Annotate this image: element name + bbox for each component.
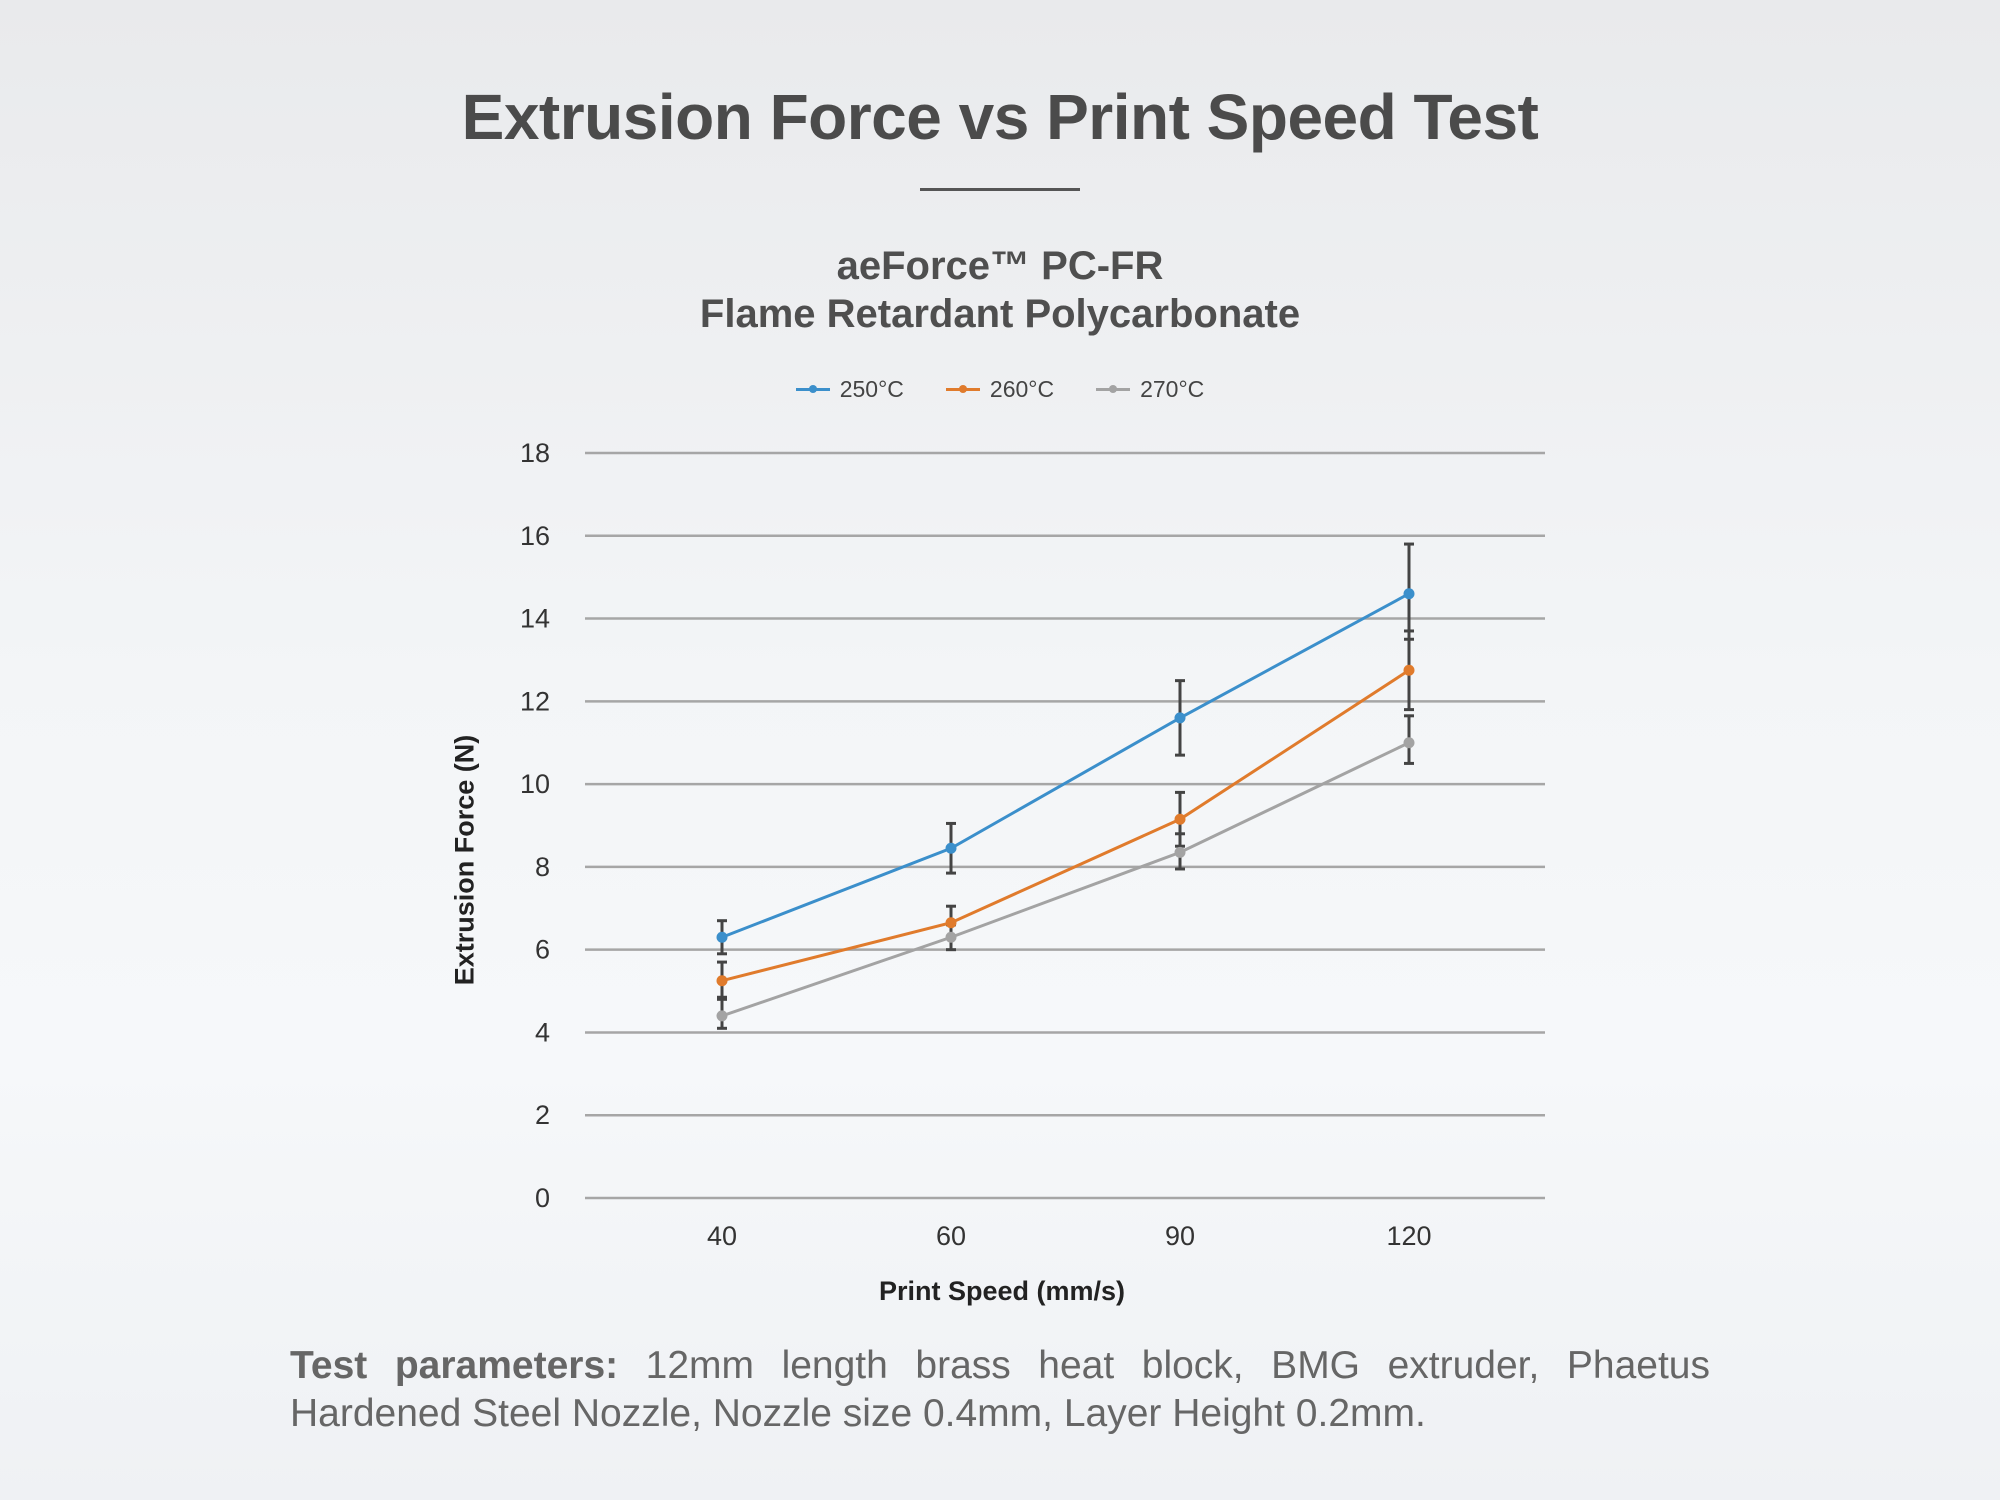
- x-tick-label: 120: [1386, 1221, 1431, 1251]
- data-point: [1174, 813, 1186, 825]
- page-title: Extrusion Force vs Print Speed Test: [461, 81, 1539, 153]
- test-parameters-note: Test parameters: 12mm length brass heat …: [290, 1342, 1710, 1438]
- chart-title: aeForce™ PC-FR: [836, 244, 1164, 288]
- data-point: [1403, 737, 1415, 749]
- chart-subtitle: Flame Retardant Polycarbonate: [699, 292, 1301, 336]
- y-tick-label: 2: [535, 1100, 550, 1130]
- legend-swatch: [1096, 385, 1131, 393]
- footnote-lead: Test parameters:: [290, 1344, 619, 1387]
- y-tick-label: 16: [520, 521, 550, 551]
- data-point: [1403, 664, 1415, 676]
- data-point: [716, 931, 728, 943]
- data-point: [945, 931, 957, 943]
- data-point: [716, 975, 728, 987]
- data-point: [945, 917, 957, 929]
- legend-label: 260°C: [989, 376, 1055, 402]
- y-axis-label: Extrusion Force (N): [449, 734, 480, 986]
- data-point: [945, 842, 957, 854]
- data-point: [1403, 588, 1415, 600]
- x-axis-label-wrap: Print Speed (mm/s): [0, 1276, 2000, 1307]
- x-tick-label: 40: [707, 1221, 737, 1251]
- x-axis-label: Print Speed (mm/s): [878, 1276, 1126, 1306]
- series-line: [721, 669, 1410, 983]
- y-tick-label: 0: [535, 1183, 550, 1213]
- legend-item-260: 260°C: [945, 376, 1055, 403]
- legend-item-270: 270°C: [1096, 376, 1204, 403]
- legend-swatch: [945, 385, 980, 393]
- y-tick-label: 4: [535, 1017, 550, 1047]
- y-tick-label: 10: [520, 769, 550, 799]
- y-tick-label: 14: [520, 604, 550, 634]
- data-point: [1174, 846, 1186, 858]
- y-tick-label: 12: [520, 686, 550, 716]
- x-tick-label: 60: [936, 1221, 966, 1251]
- y-tick-label: 18: [520, 438, 550, 468]
- legend-swatch: [795, 385, 830, 393]
- legend-label: 270°C: [1140, 376, 1205, 402]
- footnote-text: 12mm length brass heat block, BMG extrud…: [290, 1344, 1710, 1435]
- title-divider: [920, 188, 1080, 191]
- legend-label: 250°C: [839, 376, 904, 402]
- x-tick-label: 90: [1165, 1221, 1195, 1251]
- series-line: [721, 592, 1410, 939]
- data-point: [716, 1010, 728, 1022]
- series-line: [721, 741, 1410, 1018]
- y-tick-label: 6: [535, 935, 550, 965]
- chart-legend: 250°C 260°C 270°C: [0, 376, 2000, 403]
- legend-item-250: 250°C: [795, 376, 904, 403]
- data-point: [1174, 712, 1186, 724]
- y-tick-label: 8: [535, 852, 550, 882]
